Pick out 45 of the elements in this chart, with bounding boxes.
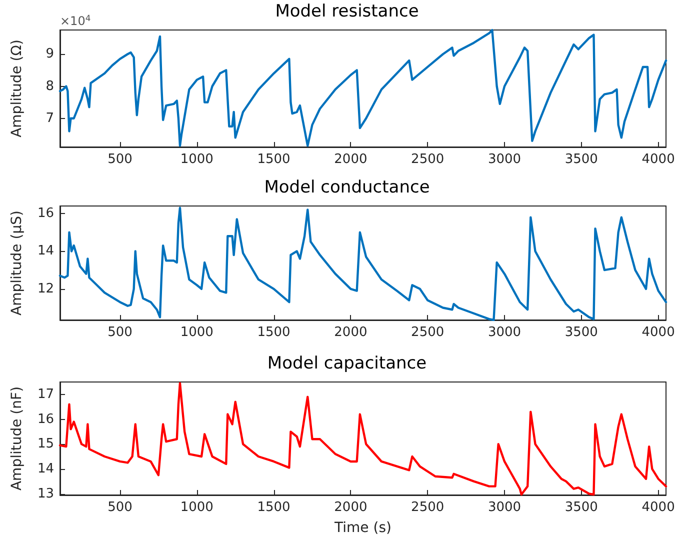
x-tick-label: 3500 <box>564 325 598 340</box>
line-series <box>58 382 668 496</box>
y-axis-title: Amplitude (μS) <box>9 210 25 316</box>
x-tick-label: 2000 <box>334 325 368 340</box>
line-series <box>58 206 668 322</box>
x-tick-label: 4000 <box>642 325 675 340</box>
x-tick-label: 500 <box>108 152 132 167</box>
y-tick-label: 16 <box>37 412 54 427</box>
x-tick-label: 2500 <box>411 152 444 167</box>
y-tick-label: 7 <box>46 110 54 126</box>
x-tick-label: 3000 <box>488 152 522 167</box>
y-tick-label: 14 <box>37 461 54 476</box>
chart-title: Model conductance <box>264 178 430 198</box>
y-tick-label: 13 <box>37 486 54 502</box>
x-tick-label: 3500 <box>564 500 598 515</box>
x-tick-label: 4000 <box>642 152 675 167</box>
x-tick-label: 1000 <box>180 500 214 515</box>
x-tick-label: 1500 <box>257 152 290 167</box>
x-tick-label: 1000 <box>180 325 214 340</box>
x-tick-label: 3000 <box>488 500 522 515</box>
y-tick-label: 14 <box>37 244 54 259</box>
y-tick-label: 9 <box>46 46 54 62</box>
x-tick-label: 2500 <box>411 500 444 515</box>
line-series <box>58 28 668 147</box>
x-tick-label: 1500 <box>257 500 290 515</box>
chart-title: Model resistance <box>275 2 419 22</box>
y-axis-title: Amplitude (Ω) <box>9 40 25 138</box>
x-tick-label: 2500 <box>411 325 444 340</box>
y-tick-label: 17 <box>37 386 54 402</box>
x-tick-label: 4000 <box>642 500 675 515</box>
x-tick-label: 500 <box>108 500 132 515</box>
x-tick-label: 2000 <box>334 500 368 515</box>
x-tick-label: 1500 <box>257 325 290 340</box>
x-tick-label: 1000 <box>180 152 214 167</box>
x-tick-label: 2000 <box>334 152 368 167</box>
chart-title: Model capacitance <box>267 354 427 374</box>
y-tick-label: 8 <box>46 78 54 94</box>
y-tick-label: 16 <box>37 206 54 222</box>
y-tick-label: 12 <box>37 281 54 296</box>
x-tick-label: 500 <box>108 325 132 340</box>
y-tick-label: 15 <box>37 436 54 452</box>
x-tick-label: 3000 <box>488 325 522 340</box>
y-axis-title: Amplitude (nF) <box>9 386 25 491</box>
x-tick-label: 3500 <box>564 152 598 167</box>
x-axis-title: Time (s) <box>334 520 392 536</box>
